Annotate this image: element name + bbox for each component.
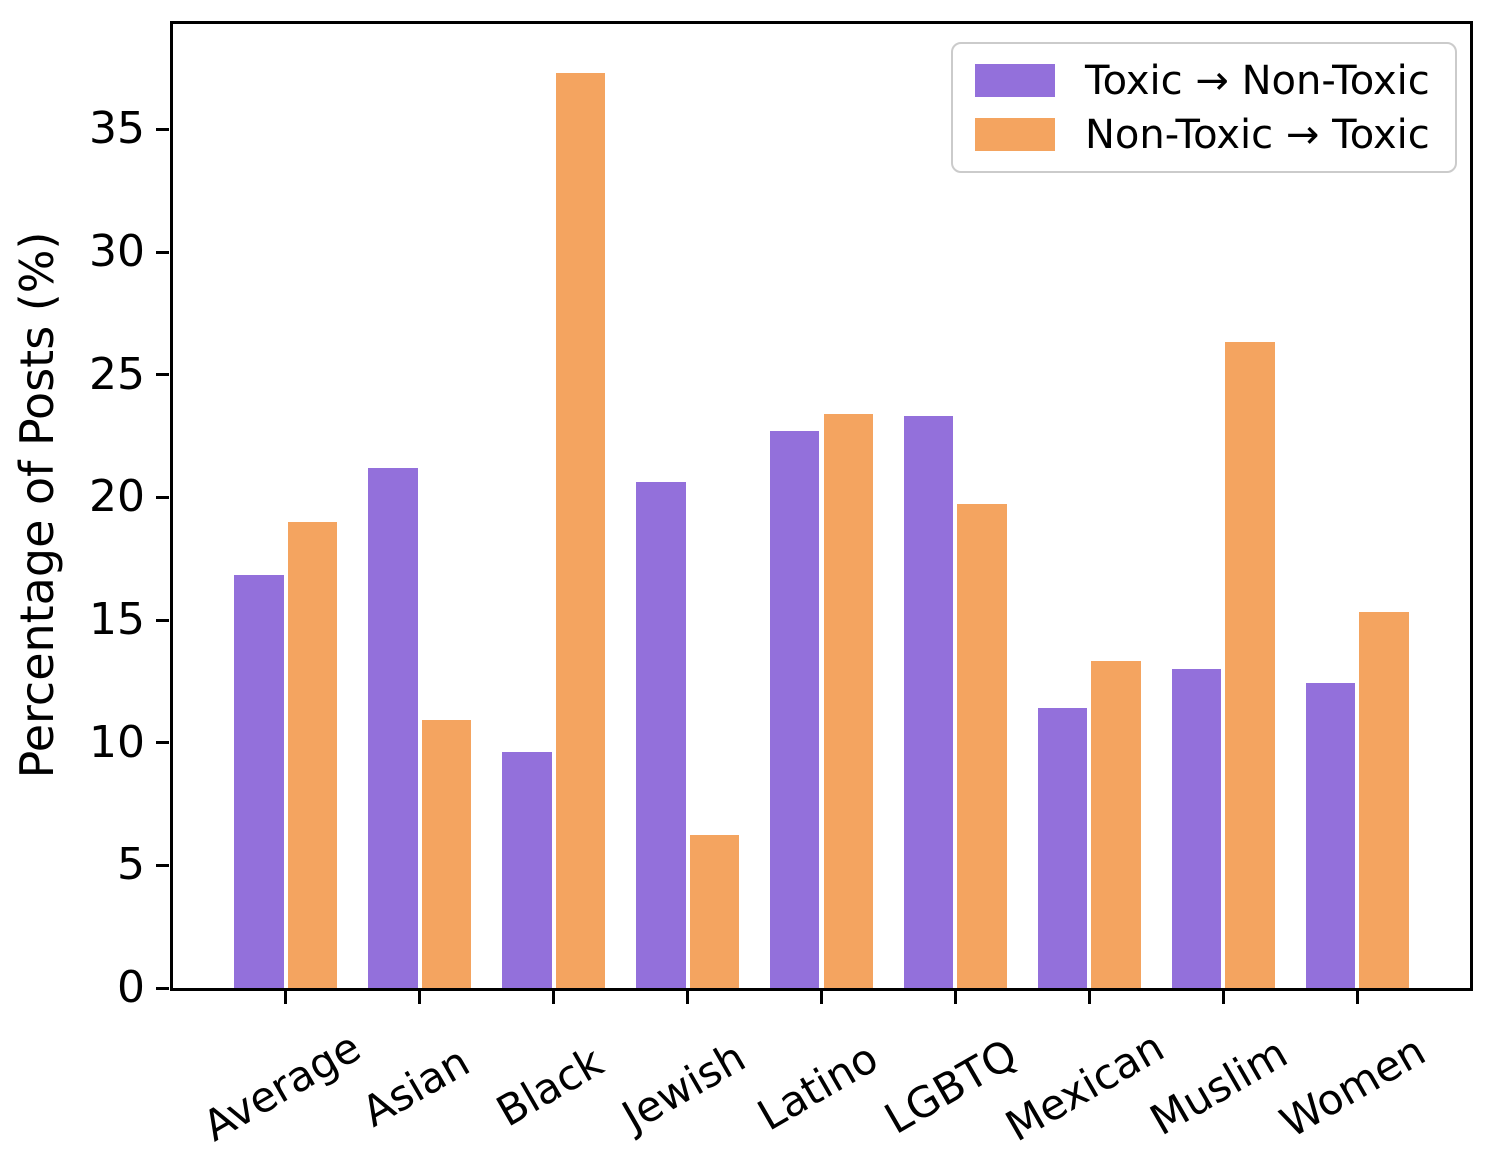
bar-asian-non-toxic-toxic — [419, 718, 474, 988]
y-axis-title: Percentage of Posts (%) — [10, 231, 64, 779]
y-tick-label-25: 25 — [89, 348, 145, 400]
x-tick-mark-average — [284, 991, 288, 1004]
y-tick-label-5: 5 — [117, 839, 145, 891]
y-tick-label-20: 20 — [89, 471, 145, 523]
bar-average-toxic-non-toxic — [231, 573, 286, 988]
x-tick-mark-mexican — [1087, 991, 1091, 1004]
x-tick-label-mexican: Mexican — [997, 1021, 1173, 1152]
x-tick-label-latino: Latino — [748, 1032, 886, 1141]
bar-lgbtq-toxic-non-toxic — [901, 414, 956, 988]
bar-black-non-toxic-toxic — [553, 70, 608, 988]
x-tick-mark-asian — [418, 991, 422, 1004]
bar-latino-non-toxic-toxic — [821, 411, 876, 988]
x-tick-mark-jewish — [686, 991, 689, 1004]
y-tick-mark-15 — [156, 618, 169, 622]
bar-mexican-non-toxic-toxic — [1089, 659, 1144, 988]
bar-latino-toxic-non-toxic — [767, 428, 822, 988]
bar-jewish-toxic-non-toxic — [633, 480, 688, 988]
y-tick-mark-35 — [156, 127, 169, 131]
x-tick-mark-latino — [820, 991, 823, 1004]
x-tick-label-black: Black — [487, 1036, 611, 1137]
y-tick-mark-5 — [156, 863, 169, 867]
bar-lgbtq-non-toxic-toxic — [955, 502, 1010, 988]
y-tick-mark-25 — [156, 373, 169, 377]
x-tick-mark-black — [552, 991, 556, 1004]
y-tick-label-15: 15 — [89, 594, 145, 646]
x-tick-label-jewish: Jewish — [613, 1032, 753, 1141]
legend-label-nontoxic-to-toxic: Non-Toxic → Toxic — [1085, 111, 1430, 158]
legend-row: Toxic → Non-Toxic — [975, 61, 1433, 101]
legend: Toxic → Non-Toxic Non-Toxic → Toxic — [951, 42, 1457, 173]
legend-label-toxic-to-nontoxic: Toxic → Non-Toxic — [1085, 57, 1430, 104]
legend-swatch-toxic-to-nontoxic — [975, 64, 1055, 97]
x-tick-mark-women — [1355, 991, 1359, 1004]
y-tick-label-0: 0 — [117, 962, 145, 1013]
legend-swatch-nontoxic-to-toxic — [975, 118, 1055, 151]
y-tick-label-35: 35 — [89, 103, 145, 155]
plot-area — [170, 21, 1473, 991]
bar-black-toxic-non-toxic — [499, 750, 554, 988]
y-tick-mark-20 — [156, 495, 169, 499]
bar-muslim-toxic-non-toxic — [1169, 666, 1224, 988]
y-tick-mark-30 — [156, 250, 169, 254]
bar-jewish-non-toxic-toxic — [687, 833, 742, 988]
bar-mexican-toxic-non-toxic — [1035, 705, 1090, 988]
y-tick-label-10: 10 — [89, 716, 145, 768]
x-tick-label-lgbtq: LGBTQ — [876, 1029, 1026, 1144]
bar-muslim-non-toxic-toxic — [1223, 340, 1278, 988]
y-tick-label-30: 30 — [89, 226, 145, 278]
x-tick-label-women: Women — [1272, 1025, 1434, 1148]
x-tick-label-asian: Asian — [353, 1036, 478, 1137]
x-tick-mark-muslim — [1221, 991, 1225, 1004]
bar-average-non-toxic-toxic — [285, 519, 340, 988]
bar-asian-toxic-non-toxic — [365, 465, 420, 988]
bar-women-non-toxic-toxic — [1357, 610, 1412, 988]
legend-row: Non-Toxic → Toxic — [975, 115, 1433, 155]
x-tick-label-muslim: Muslim — [1142, 1028, 1296, 1145]
bar-women-toxic-non-toxic — [1303, 681, 1358, 988]
y-tick-mark-0 — [156, 986, 169, 990]
y-tick-mark-10 — [156, 741, 169, 745]
x-tick-mark-lgbtq — [953, 991, 957, 1004]
x-tick-label-average: Average — [194, 1022, 369, 1151]
